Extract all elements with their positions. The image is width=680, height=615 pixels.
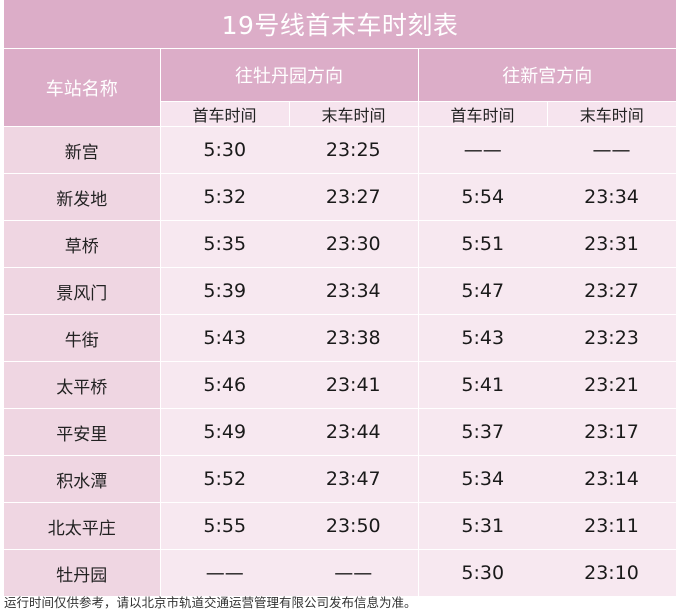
last-train-time: 23:47 bbox=[289, 455, 419, 503]
last-train-time: 23:21 bbox=[547, 361, 677, 409]
station-name: 积水潭 bbox=[4, 455, 161, 503]
station-column-header: 车站名称 bbox=[4, 48, 161, 127]
first-train-time: 5:30 bbox=[160, 126, 289, 174]
station-name: 牡丹园 bbox=[4, 549, 161, 596]
table-row: 新发地 5:32 23:27 5:54 23:34 bbox=[4, 173, 677, 221]
page-title: 19号线首末车时刻表 bbox=[4, 0, 677, 49]
last-train-header: 末车时间 bbox=[289, 101, 419, 127]
last-train-time: 23:14 bbox=[547, 455, 677, 503]
first-train-time: 5:32 bbox=[160, 173, 289, 221]
station-name: 牛街 bbox=[4, 314, 161, 362]
station-name: 北太平庄 bbox=[4, 502, 161, 550]
direction-header-xingong: 往新宫方向 bbox=[418, 48, 677, 102]
station-name: 太平桥 bbox=[4, 361, 161, 409]
last-train-time: 23:10 bbox=[547, 549, 677, 596]
last-train-time: 23:34 bbox=[289, 267, 419, 315]
timetable: 19号线首末车时刻表 车站名称 往牡丹园方向 往新宫方向 首车时间 末车时间 首… bbox=[4, 0, 677, 596]
table-row: 平安里 5:49 23:44 5:37 23:17 bbox=[4, 408, 677, 456]
station-name: 景风门 bbox=[4, 267, 161, 315]
first-train-time: 5:39 bbox=[160, 267, 289, 315]
first-train-time: 5:43 bbox=[418, 314, 547, 362]
first-train-time: 5:51 bbox=[418, 220, 547, 268]
table-row: 积水潭 5:52 23:47 5:34 23:14 bbox=[4, 455, 677, 503]
first-train-time: 5:47 bbox=[418, 267, 547, 315]
table-row: 北太平庄 5:55 23:50 5:31 23:11 bbox=[4, 502, 677, 550]
first-train-time: 5:55 bbox=[160, 502, 289, 550]
last-train-time: —— bbox=[289, 549, 419, 596]
first-train-time: 5:37 bbox=[418, 408, 547, 456]
last-train-time: 23:17 bbox=[547, 408, 677, 456]
station-name: 新宫 bbox=[4, 126, 161, 174]
first-train-time: 5:54 bbox=[418, 173, 547, 221]
direction-header-mudanyuan: 往牡丹园方向 bbox=[160, 48, 419, 102]
station-name: 草桥 bbox=[4, 220, 161, 268]
first-train-header: 首车时间 bbox=[160, 101, 290, 127]
last-train-time: 23:50 bbox=[289, 502, 419, 550]
first-train-time: —— bbox=[160, 549, 289, 596]
first-train-time: 5:41 bbox=[418, 361, 547, 409]
last-train-time: 23:25 bbox=[289, 126, 419, 174]
last-train-time: 23:34 bbox=[547, 173, 677, 221]
table-row: 牡丹园 —— —— 5:30 23:10 bbox=[4, 549, 677, 596]
last-train-time: 23:27 bbox=[289, 173, 419, 221]
station-name: 新发地 bbox=[4, 173, 161, 221]
last-train-time: 23:41 bbox=[289, 361, 419, 409]
first-train-time: 5:43 bbox=[160, 314, 289, 362]
last-train-time: 23:11 bbox=[547, 502, 677, 550]
table-row: 牛街 5:43 23:38 5:43 23:23 bbox=[4, 314, 677, 362]
table-row: 新宫 5:30 23:25 —— —— bbox=[4, 126, 677, 174]
first-train-header: 首车时间 bbox=[418, 101, 548, 127]
first-train-time: 5:35 bbox=[160, 220, 289, 268]
first-train-time: 5:31 bbox=[418, 502, 547, 550]
last-train-time: 23:23 bbox=[547, 314, 677, 362]
first-train-time: 5:49 bbox=[160, 408, 289, 456]
last-train-time: 23:30 bbox=[289, 220, 419, 268]
table-row: 太平桥 5:46 23:41 5:41 23:21 bbox=[4, 361, 677, 409]
last-train-time: —— bbox=[547, 126, 677, 174]
first-train-time: 5:52 bbox=[160, 455, 289, 503]
last-train-time: 23:44 bbox=[289, 408, 419, 456]
last-train-time: 23:38 bbox=[289, 314, 419, 362]
last-train-header: 末车时间 bbox=[547, 101, 677, 127]
last-train-time: 23:31 bbox=[547, 220, 677, 268]
table-row: 景风门 5:39 23:34 5:47 23:27 bbox=[4, 267, 677, 315]
first-train-time: 5:30 bbox=[418, 549, 547, 596]
station-name: 平安里 bbox=[4, 408, 161, 456]
footnote: 运行时间仅供参考，请以北京市轨道交通运营管理有限公司发布信息为准。 bbox=[4, 595, 417, 610]
first-train-time: —— bbox=[418, 126, 547, 174]
first-train-time: 5:34 bbox=[418, 455, 547, 503]
table-row: 草桥 5:35 23:30 5:51 23:31 bbox=[4, 220, 677, 268]
first-train-time: 5:46 bbox=[160, 361, 289, 409]
last-train-time: 23:27 bbox=[547, 267, 677, 315]
